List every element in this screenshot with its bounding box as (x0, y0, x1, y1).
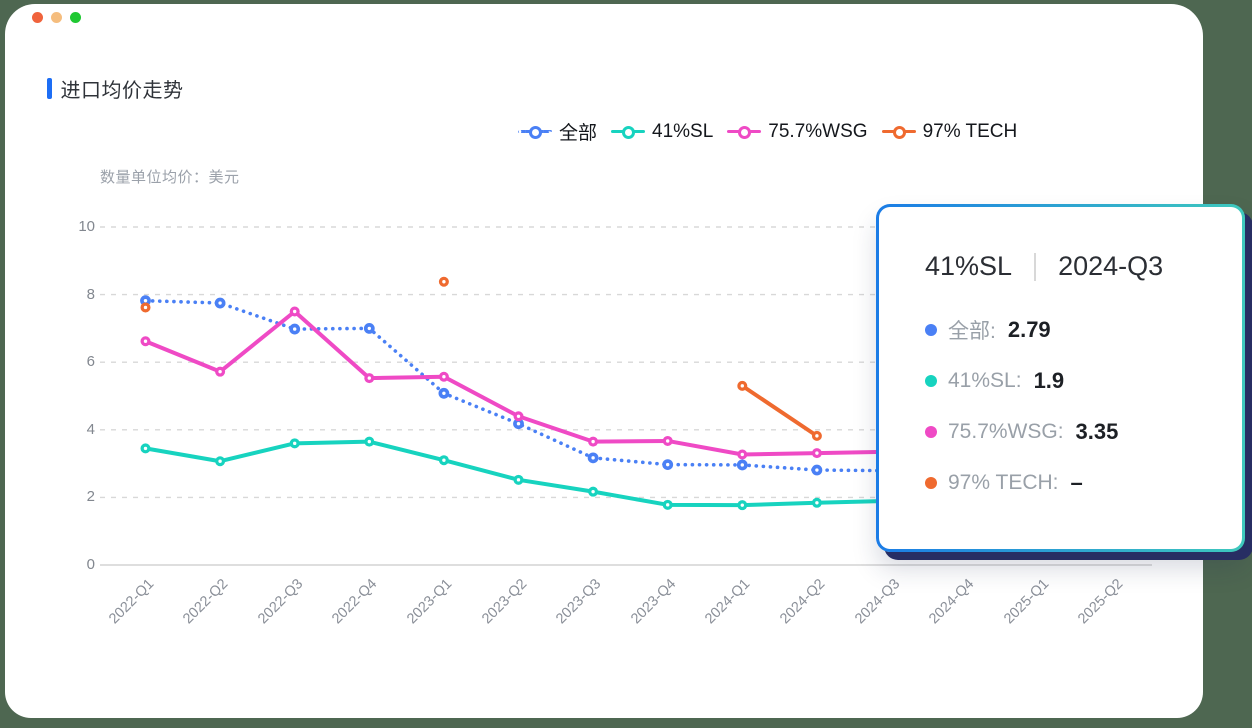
tooltip-row-value: 3.35 (1075, 419, 1119, 444)
tooltip-row-value: 1.9 (1033, 368, 1065, 393)
window-dot-minimize-icon[interactable] (51, 12, 62, 23)
legend-item-41sl[interactable]: 41%SL (611, 121, 713, 143)
tooltip-series-name: 41%SL (925, 251, 1013, 281)
y-axis-tick-label: 4 (86, 420, 95, 438)
legend-item-757wsg[interactable]: 75.7%WSG (727, 120, 868, 143)
chart-tooltip: 41%SL 2024-Q3 全部: 2.79 41%SL: 1.9 75.7%W… (876, 204, 1245, 552)
chart-legend: 全部 41%SL 75.7%WSG 97% TECH (518, 118, 1017, 145)
legend-line-icon (518, 125, 552, 139)
tooltip-row-value: – (1070, 470, 1083, 495)
tooltip-row-label: 97% TECH: (948, 471, 1059, 494)
window-dot-close-icon[interactable] (32, 12, 43, 23)
tooltip-row-value: 2.79 (1007, 317, 1051, 342)
series-color-dot-icon (925, 324, 937, 336)
tooltip-body: 41%SL 2024-Q3 全部: 2.79 41%SL: 1.9 75.7%W… (879, 207, 1242, 549)
legend-line-icon (611, 125, 646, 139)
y-axis-tick-label: 6 (86, 353, 95, 371)
tooltip-row: 97% TECH: – (925, 469, 1208, 497)
tooltip-row: 41%SL: 1.9 (925, 367, 1208, 395)
y-axis-tick-label: 2 (86, 488, 95, 506)
window-dot-expand-icon[interactable] (70, 12, 81, 23)
tooltip-row-label: 75.7%WSG: (948, 420, 1064, 443)
card-header: 进口均价走势 (47, 74, 184, 103)
y-axis-tick-label: 0 (86, 556, 95, 573)
tooltip-row-label: 全部: (948, 320, 996, 343)
legend-line-icon (881, 125, 916, 139)
tooltip-row: 75.7%WSG: 3.35 (925, 418, 1208, 446)
y-axis-tick-label: 8 (86, 285, 95, 303)
page-title: 进口均价走势 (60, 80, 184, 102)
legend-label: 全部 (559, 123, 598, 144)
window-controls (32, 12, 81, 23)
y-axis-unit-label: 数量单位均价：美元 (100, 169, 240, 186)
tooltip-row-label: 41%SL: (948, 369, 1022, 392)
series-color-dot-icon (925, 426, 937, 438)
legend-label: 75.7%WSG (768, 120, 868, 142)
legend-item-97tech[interactable]: 97% TECH (881, 120, 1018, 143)
tooltip-row: 全部: 2.79 (925, 316, 1208, 344)
tooltip-header: 41%SL 2024-Q3 (925, 251, 1208, 282)
title-accent-bar (47, 78, 52, 99)
legend-label: 97% TECH (922, 120, 1018, 142)
series-color-dot-icon (925, 375, 937, 387)
tooltip-period: 2024-Q3 (1058, 251, 1164, 281)
series-color-dot-icon (925, 477, 937, 489)
y-axis-tick-label: 10 (78, 218, 95, 235)
tooltip-divider (1034, 252, 1037, 281)
legend-line-icon (727, 125, 762, 139)
legend-label: 41%SL (652, 120, 714, 142)
legend-item-all[interactable]: 全部 (518, 118, 597, 145)
